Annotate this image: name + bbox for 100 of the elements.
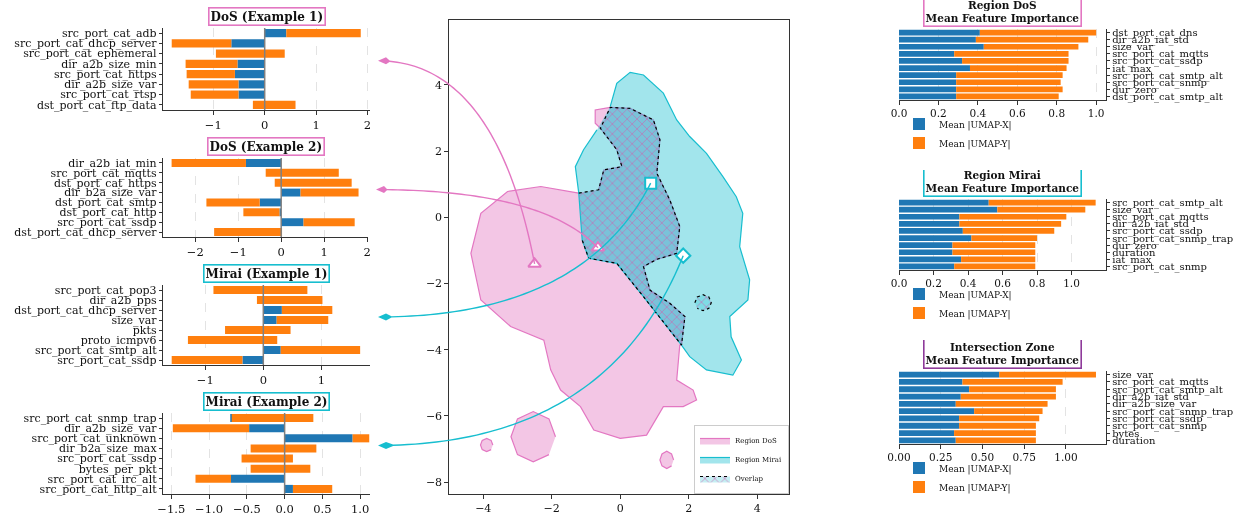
x-tick-label: 1	[317, 372, 325, 387]
chart-title: DoS (Example 1)	[210, 9, 324, 24]
chart-title: DoS (Example 2)	[209, 139, 323, 154]
chart-title: Intersection Zone Mean Feature Importance	[925, 340, 1080, 367]
x-tick-label: −0.5	[232, 501, 261, 514]
bar	[281, 306, 333, 314]
x-tick-label: −2	[543, 501, 560, 514]
bar	[242, 356, 264, 364]
y-tick-label: 0	[435, 211, 443, 225]
x-tick-label: −1.0	[195, 501, 224, 514]
bar	[230, 474, 285, 483]
x-tick-label: 2	[363, 244, 371, 259]
x-tick-label: 4	[753, 501, 761, 514]
bar	[190, 90, 239, 99]
bar	[264, 29, 287, 38]
bar	[265, 168, 339, 177]
bar	[274, 178, 352, 187]
x-tick-label: 0.75	[1012, 451, 1036, 464]
bar	[206, 198, 260, 207]
y-tick-label: src_port_cat_https	[53, 67, 157, 81]
bar	[245, 158, 282, 167]
x-tick-label: −1.5	[157, 501, 186, 514]
bar	[172, 424, 250, 433]
x-tick-label: −2	[186, 244, 204, 259]
chart-title: Mirai (Example 2)	[205, 394, 328, 409]
x-tick-label: 1.0	[1087, 107, 1105, 120]
bar	[238, 90, 265, 99]
bar	[188, 80, 239, 89]
legend-label: Mean |UMAP-Y|	[939, 138, 1011, 150]
bar	[263, 346, 281, 354]
bar	[213, 286, 308, 294]
bar	[195, 474, 231, 483]
bar	[281, 218, 304, 227]
legend-label: Mean |UMAP-X|	[939, 463, 1012, 475]
x-tick-label: 0.0	[890, 107, 908, 120]
x-tick-label: 2	[685, 501, 693, 514]
x-tick-label: 0.25	[929, 451, 953, 464]
x-tick-label: −4	[475, 501, 492, 514]
bar	[243, 208, 280, 217]
x-tick-label: 1	[312, 117, 320, 132]
bar	[185, 59, 238, 68]
bar	[249, 424, 285, 433]
x-tick-label: 0	[259, 372, 267, 387]
x-tick-label: 0.6	[1008, 107, 1026, 120]
y-tick-label: 4	[435, 78, 443, 92]
bar	[231, 414, 314, 423]
x-tick-label: 0.8	[1028, 277, 1046, 290]
bar	[187, 336, 278, 344]
x-tick-label: 0.2	[930, 107, 947, 120]
bar	[276, 316, 329, 324]
bar	[215, 49, 285, 58]
bar	[171, 356, 243, 364]
x-tick-label: 0	[261, 117, 269, 132]
bar	[250, 464, 311, 473]
bar	[171, 39, 232, 48]
bar	[352, 434, 370, 443]
x-tick-label: 0.00	[887, 451, 911, 464]
y-tick-label: dst_port_cat_smtp	[54, 196, 157, 210]
chart-title: Mirai (Example 1)	[205, 266, 328, 281]
x-tick-label: 0	[616, 501, 624, 514]
x-tick-label: −1	[229, 244, 247, 259]
legend-label: Mean |UMAP-Y|	[939, 308, 1011, 320]
bar	[231, 39, 265, 48]
bar	[225, 326, 291, 334]
chart-title: Region Mirai Mean Feature Importance	[925, 168, 1080, 195]
y-tick-label: src_port_cat_rtsp	[60, 88, 157, 102]
bar	[234, 70, 265, 79]
bar	[303, 218, 355, 227]
y-tick-label: dir_a2b_iat_min	[68, 156, 157, 170]
x-tick-label: −1	[196, 372, 214, 387]
legend-label: Mean |UMAP-X|	[939, 289, 1012, 301]
x-tick-label: 0.4	[959, 277, 977, 290]
x-tick-label: 0.5	[313, 501, 332, 514]
bar	[263, 306, 282, 314]
x-tick-label: 2	[363, 117, 372, 132]
bar	[284, 484, 293, 493]
point	[644, 176, 658, 190]
point	[675, 247, 692, 264]
y-tick-label: src_port_cat_snmp_trap	[23, 411, 157, 425]
bar	[171, 158, 246, 167]
bar	[238, 80, 265, 89]
bar	[284, 434, 353, 443]
x-tick-label: 0	[277, 244, 285, 259]
bar	[250, 444, 317, 453]
legend-label: Mean |UMAP-Y|	[939, 482, 1011, 494]
x-tick-label: 0.50	[970, 451, 995, 464]
x-tick-label: 1.0	[1063, 277, 1080, 290]
bar	[286, 29, 361, 38]
x-tick-label: 0.4	[969, 107, 987, 120]
chart-title: Region DoS Mean Feature Importance	[925, 0, 1080, 25]
x-tick-label: 0.0	[275, 501, 294, 514]
x-tick-label: 1	[320, 244, 328, 259]
bar	[241, 454, 293, 463]
x-tick-label: 0.2	[925, 277, 942, 290]
x-tick-label: 1.0	[351, 501, 370, 514]
bar	[214, 228, 283, 237]
x-tick-label: −1	[204, 117, 222, 132]
x-tick-label: 0.0	[890, 277, 908, 290]
point	[527, 257, 542, 268]
bar	[281, 188, 301, 197]
